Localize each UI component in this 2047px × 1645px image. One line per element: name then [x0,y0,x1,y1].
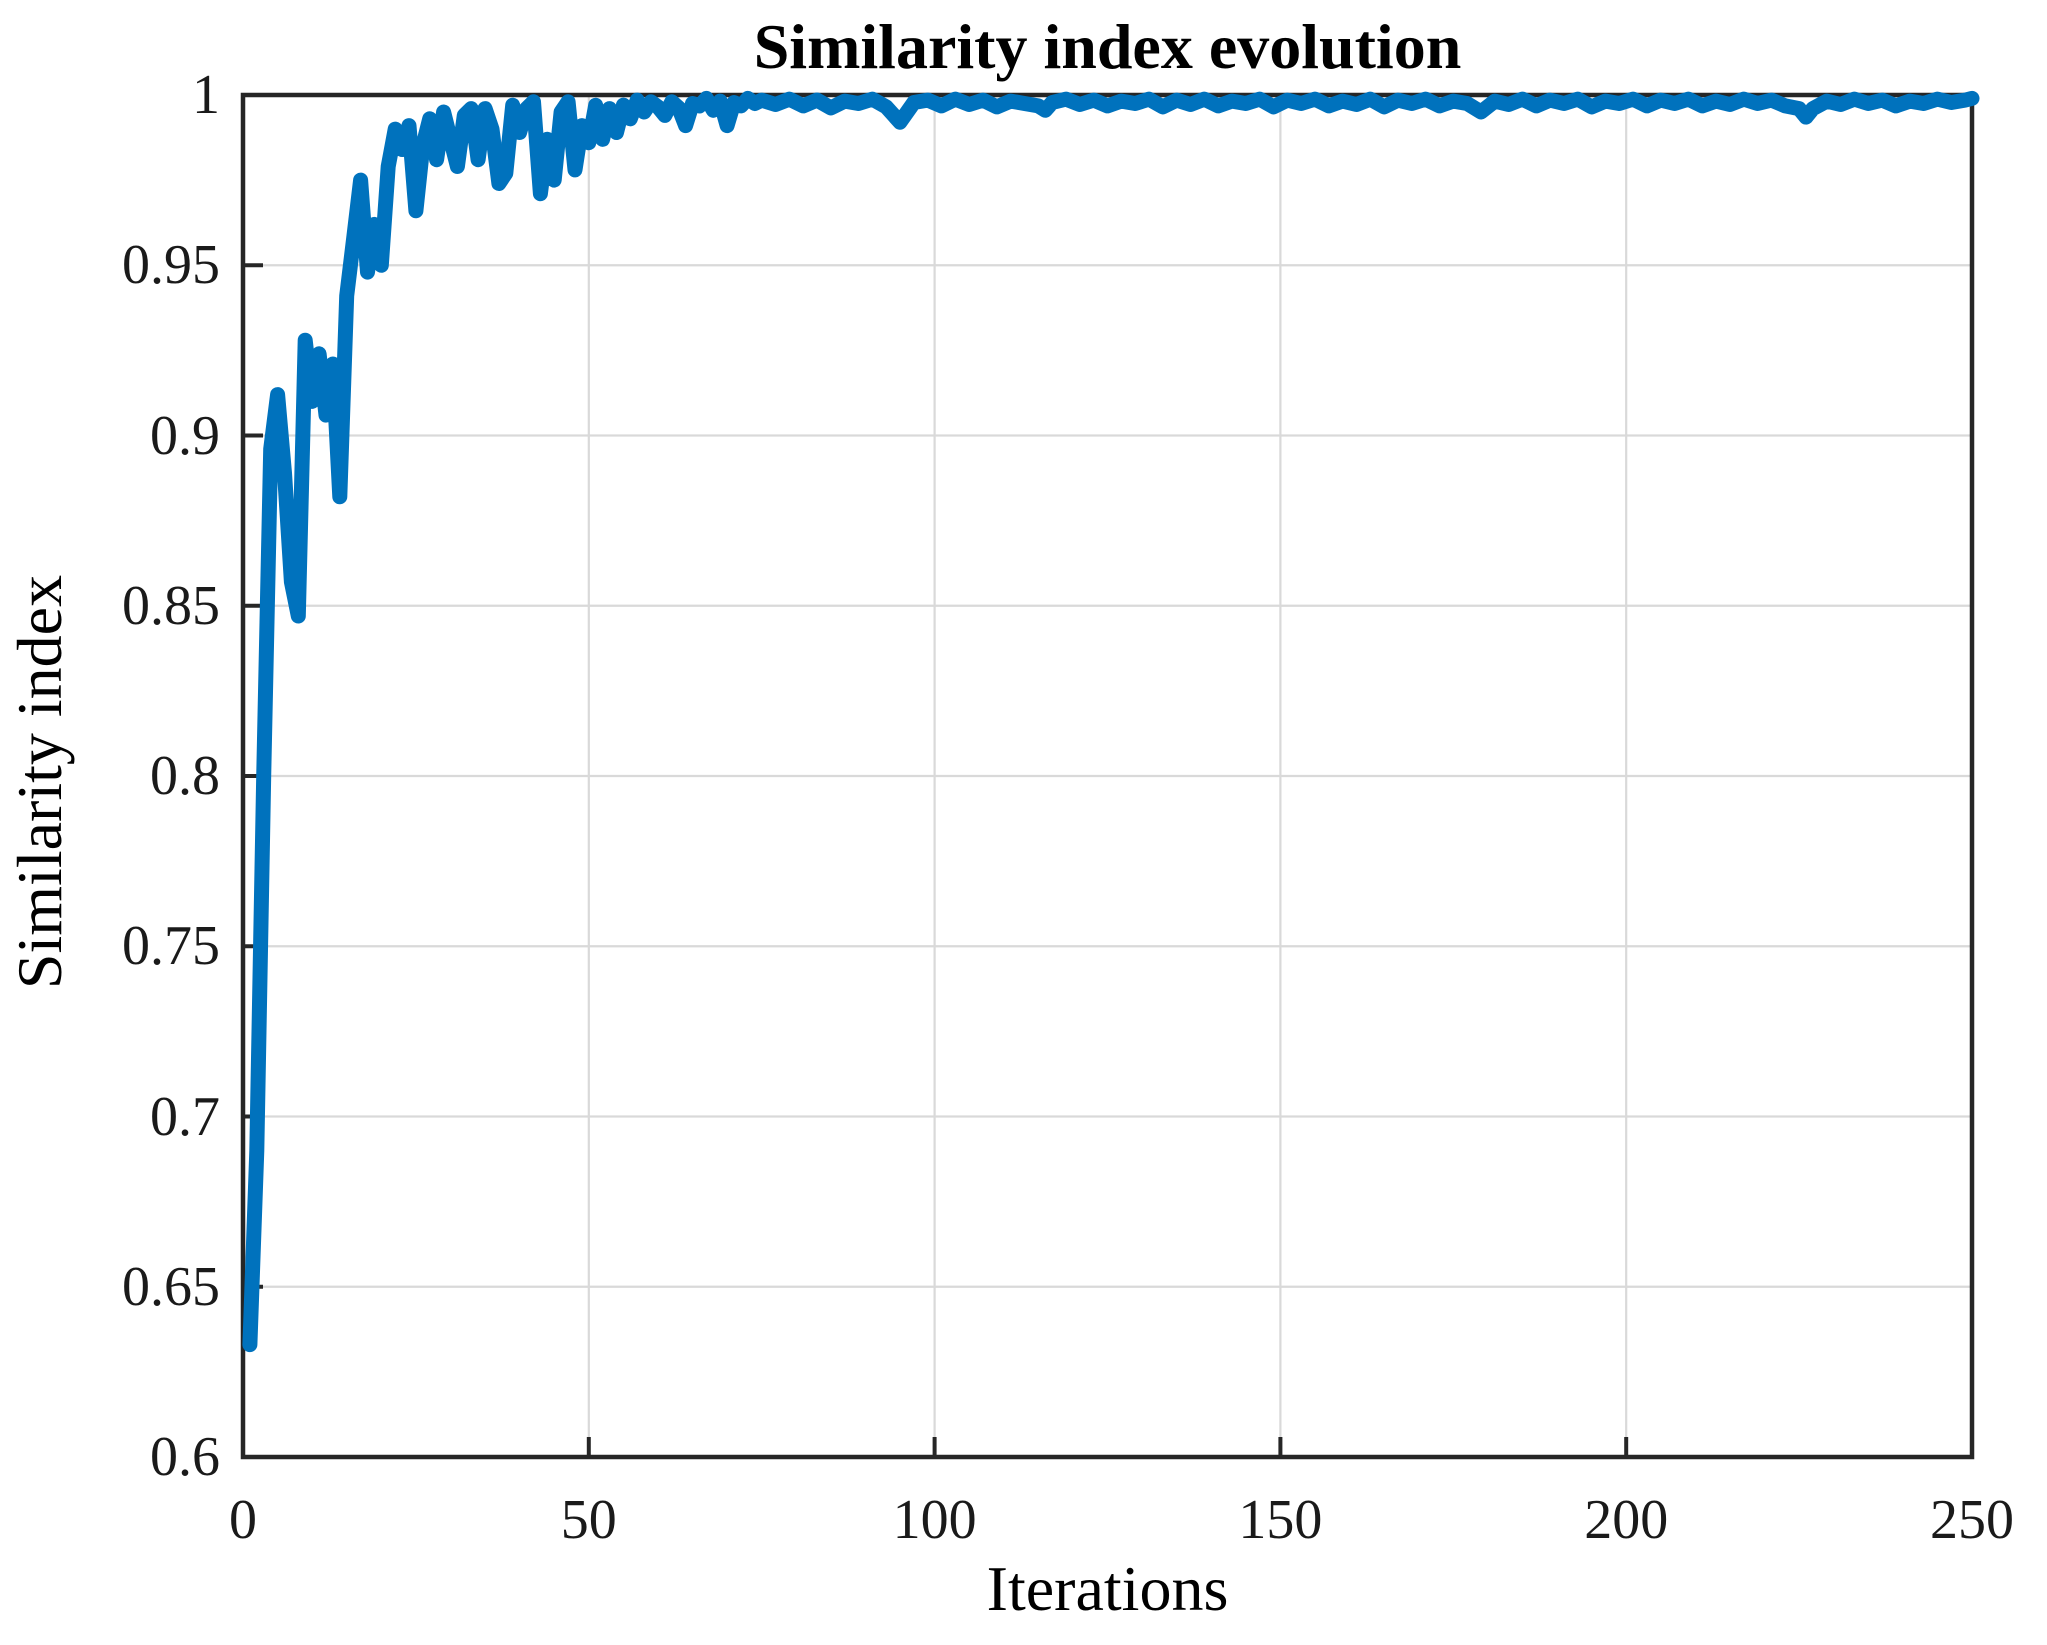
x-axis-title: Iterations [986,1553,1229,1624]
y-tick-label: 0.6 [150,1426,220,1488]
y-tick-label: 0.65 [122,1255,220,1318]
similarity-line [242,90,1980,1353]
x-tick-label: 200 [1584,1489,1669,1551]
y-tick-label: 0.95 [122,234,220,297]
y-tick-label: 0.7 [150,1085,220,1148]
plot-box [240,92,1975,1460]
y-tick-label: 0.8 [150,745,220,807]
chart-title: Similarity index evolution [753,11,1462,82]
x-tick-label: 100 [892,1489,977,1551]
x-tick-label: 50 [560,1489,617,1551]
x-tick-label: 250 [1930,1489,2014,1551]
y-tick-label: 0.85 [122,574,220,637]
y-tick-label: 0.75 [122,915,220,978]
y-tick-label: 0.9 [150,404,220,467]
y-tick-label: 1 [192,64,220,126]
x-tick-label: 0 [229,1489,257,1551]
x-tick-label: 150 [1238,1489,1323,1551]
